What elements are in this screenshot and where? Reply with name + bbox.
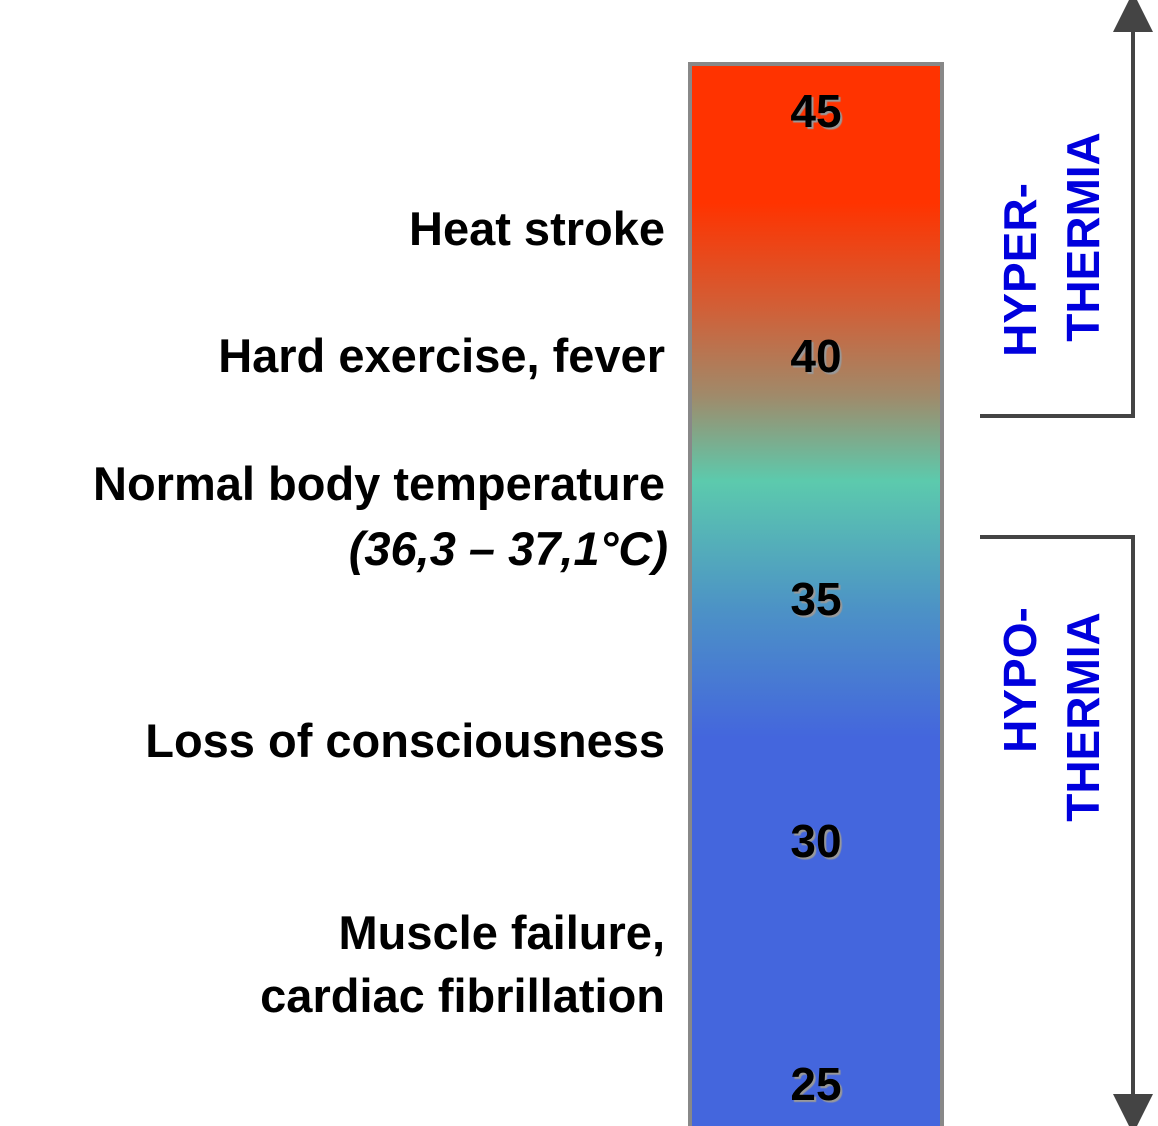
range-label: HYPO- <box>994 607 1046 753</box>
condition-range: (36,3 – 37,1°C) <box>349 522 668 575</box>
scale-label: 45 <box>790 85 841 137</box>
condition: cardiac fibrillation <box>260 969 665 1022</box>
condition: Loss of consciousness <box>145 714 665 767</box>
range-label: HYPER- <box>994 183 1046 357</box>
scale-label: 30 <box>790 815 841 867</box>
hypo-bracket <box>980 535 1153 1126</box>
thermometer-bar <box>688 62 944 1126</box>
condition: Heat stroke <box>409 202 665 255</box>
scale-label: 25 <box>790 1058 841 1110</box>
condition: Normal body temperature <box>93 457 665 510</box>
condition: Hard exercise, fever <box>218 329 665 382</box>
hyper-bracket <box>980 0 1153 418</box>
range-label: THERMIA <box>1057 132 1109 342</box>
scale-label: 35 <box>790 573 841 625</box>
condition: Muscle failure, <box>339 906 666 959</box>
range-label: THERMIA <box>1057 612 1109 822</box>
scale-label: 40 <box>790 330 841 382</box>
